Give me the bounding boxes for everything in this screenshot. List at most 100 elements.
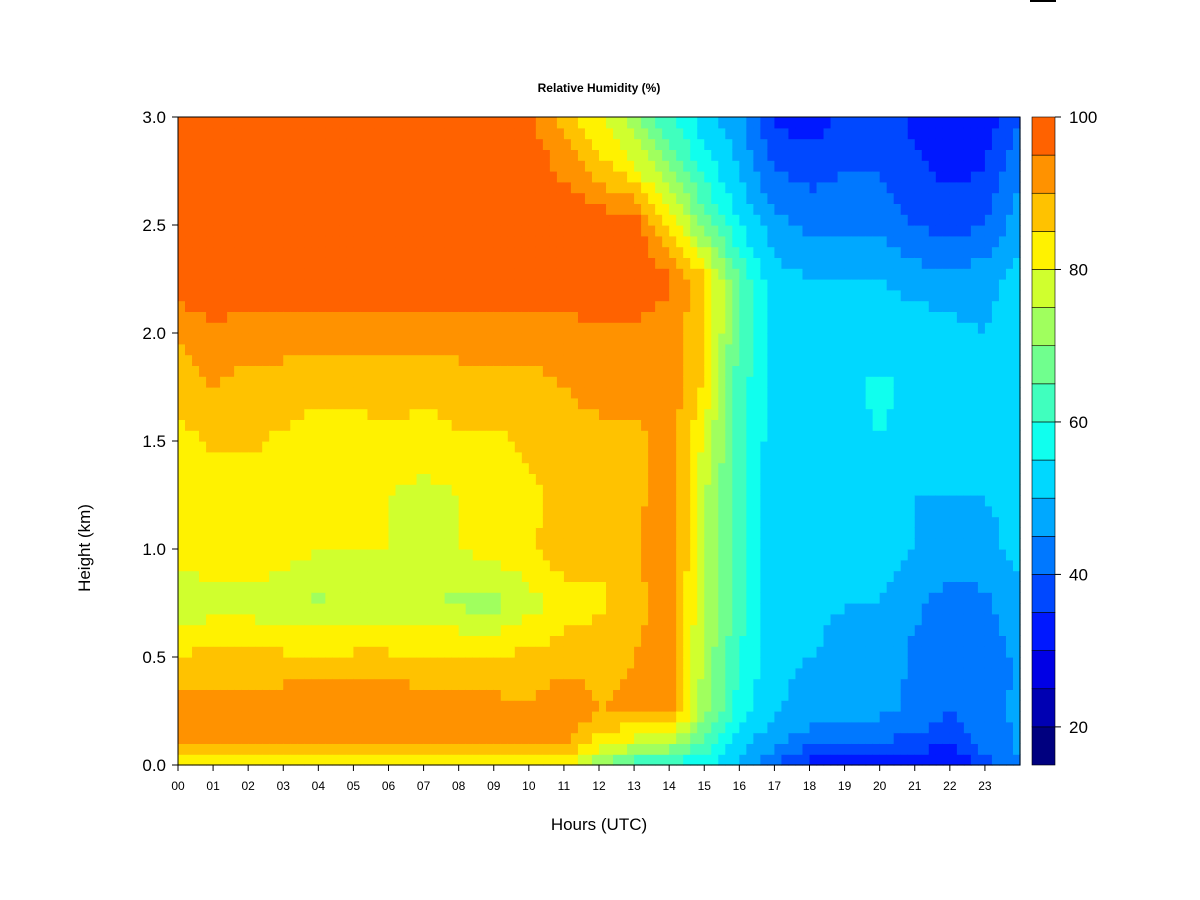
heatmap-cell [732,603,740,615]
heatmap-cell [655,127,663,140]
heatmap-cell [430,581,439,593]
heatmap-cell [465,592,474,604]
heatmap-cell [570,635,579,647]
heatmap-cell [627,192,635,204]
heatmap-cell [718,333,726,345]
heatmap-cell [353,495,362,507]
heatmap-cell [346,203,355,215]
heatmap-cell [676,721,684,734]
heatmap-cell [395,365,404,377]
heatmap-cell [620,160,628,172]
heatmap-cell [514,279,523,291]
heatmap-cell [535,570,544,582]
heatmap-cell [262,117,270,129]
heatmap-cell [549,754,558,766]
heatmap-cell [241,624,249,636]
heatmap-cell [360,333,369,345]
heatmap-cell [486,376,495,388]
heatmap-cell [570,171,579,183]
heatmap-cell [634,365,642,377]
heatmap-cell [346,268,355,280]
heatmap-cell [704,387,712,399]
heatmap-cell [409,257,418,269]
heatmap-cell [627,700,635,712]
heatmap-cell [241,235,249,248]
heatmap-cell [521,354,530,366]
heatmap-cell [423,516,432,528]
heatmap-cell [178,171,186,183]
heatmap-cell [255,603,263,615]
heatmap-cell [627,225,635,237]
heatmap-cell [283,657,291,669]
heatmap-cell [725,581,733,593]
heatmap-cell [648,322,656,334]
heatmap-cell [318,279,326,291]
heatmap-cell [704,268,712,280]
heatmap-cell [458,700,467,712]
heatmap-cell [423,430,432,442]
heatmap-cell [584,225,593,237]
heatmap-cell [339,451,347,464]
heatmap-cell [262,387,270,399]
heatmap-cell [360,711,369,723]
heatmap-cell [409,711,418,723]
heatmap-cell [388,570,397,582]
heatmap-cell [683,149,691,161]
heatmap-cell [458,257,467,269]
heatmap-cell [248,203,256,215]
heatmap-cell [290,495,298,507]
heatmap-cell [683,181,691,194]
heatmap-cell [318,732,326,744]
heatmap-cell [542,754,551,766]
heatmap-cell [725,279,733,291]
heatmap-cell [669,333,677,345]
heatmap-cell [634,581,642,593]
heatmap-cell [318,473,326,485]
heatmap-cell [416,192,425,204]
heatmap-cell [367,441,376,453]
heatmap-cell [178,365,186,377]
heatmap-cell [634,667,642,680]
heatmap-cell [465,149,474,161]
heatmap-cell [479,689,488,701]
heatmap-cell [507,268,516,280]
heatmap-cell [381,538,390,550]
heatmap-cell [556,268,565,280]
heatmap-cell [388,495,397,507]
heatmap-cell [213,354,221,366]
heatmap-cell [290,430,298,442]
heatmap-cell [500,592,509,604]
heatmap-cell [641,397,649,410]
heatmap-cell [290,127,298,140]
heatmap-cell [192,516,200,528]
heatmap-cell [269,624,277,636]
heatmap-cell [234,257,242,269]
heatmap-cell [234,387,242,399]
heatmap-cell [528,268,537,280]
heatmap-cell [507,160,516,172]
heatmap-cell [620,376,628,388]
heatmap-cell [430,279,439,291]
heatmap-cell [255,322,263,334]
heatmap-cell [297,149,305,161]
heatmap-cell [248,333,256,345]
heatmap-cell [535,365,544,377]
heatmap-cell [697,549,705,561]
heatmap-cell [507,678,516,690]
heatmap-cell [577,311,586,323]
heatmap-cell [535,257,544,269]
heatmap-cell [528,657,537,669]
heatmap-cell [521,721,530,734]
heatmap-cell [549,689,558,701]
heatmap-cell [535,667,544,680]
heatmap-cell [227,225,235,237]
heatmap-cell [276,289,284,302]
heatmap-cell [753,203,761,215]
heatmap-cell [704,538,712,550]
heatmap-cell [556,214,565,226]
heatmap-cell [753,138,761,150]
heatmap-cell [430,689,439,701]
heatmap-cell [437,635,446,647]
heatmap-cell [374,711,383,723]
heatmap-cell [697,279,705,291]
